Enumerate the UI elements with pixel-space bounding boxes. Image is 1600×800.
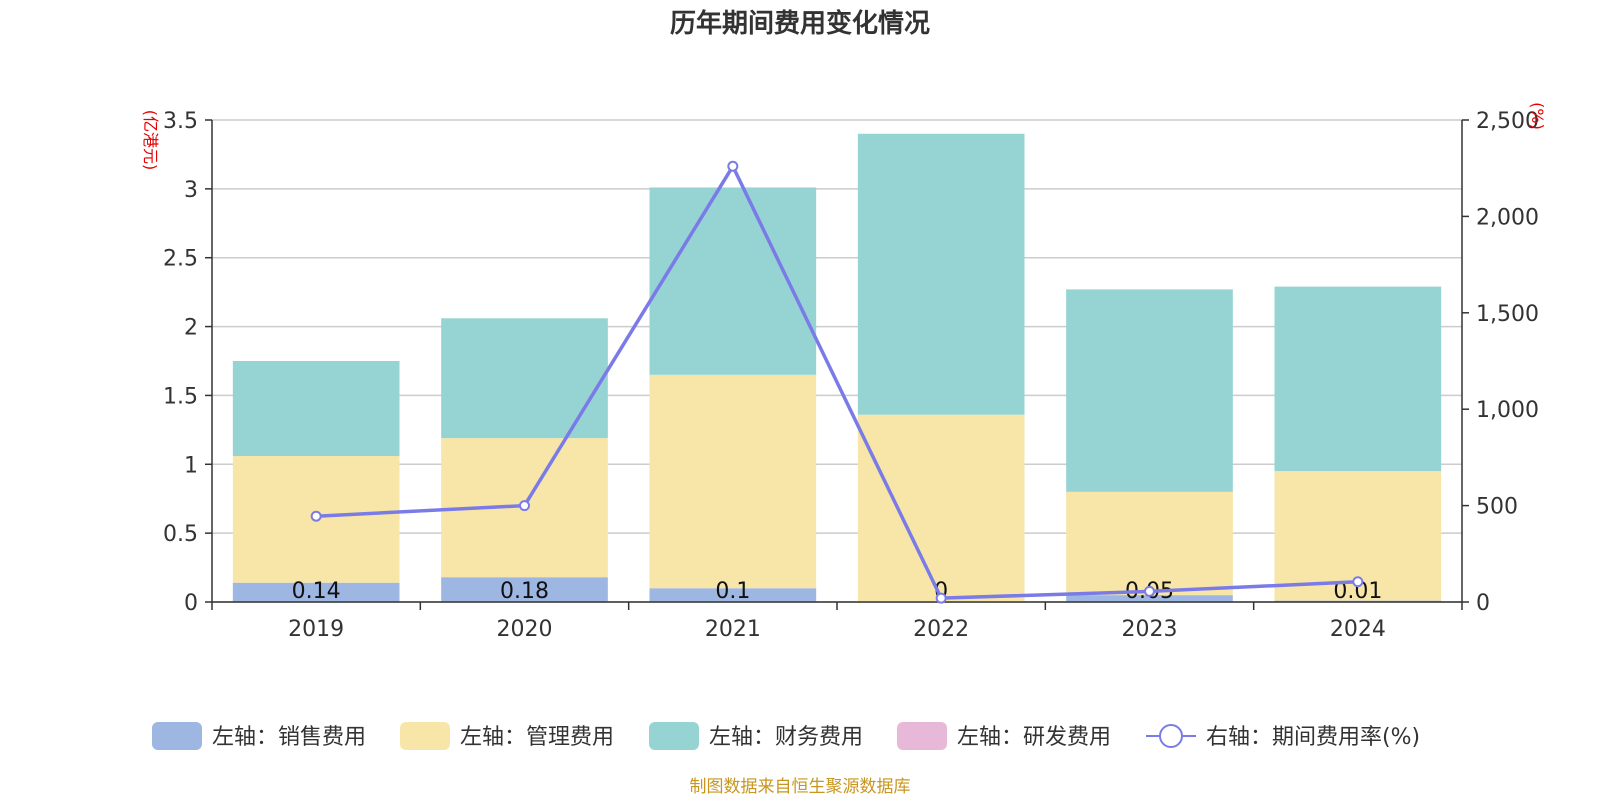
right-tick-label: 1,500 — [1476, 302, 1539, 327]
bar-segment[interactable] — [1274, 286, 1442, 472]
legend-item[interactable]: 左轴：财务费用 — [649, 722, 863, 750]
legend-label: 左轴：研发费用 — [957, 725, 1111, 750]
legend-swatch — [400, 722, 450, 750]
legend-swatch — [152, 722, 202, 750]
bars — [232, 133, 1442, 602]
legend-item[interactable]: 左轴：研发费用 — [897, 722, 1111, 750]
bar-segment[interactable] — [857, 414, 1025, 602]
bar-segment[interactable] — [441, 577, 608, 602]
left-tick-label: 0.5 — [163, 522, 198, 547]
rate-point[interactable] — [727, 160, 739, 172]
bar-segment[interactable] — [649, 374, 817, 589]
x-tick-label: 2019 — [288, 617, 344, 642]
legend-item[interactable]: 左轴：管理费用 — [400, 722, 614, 750]
right-tick-label: 1,000 — [1476, 398, 1539, 423]
left-tick-label: 0 — [184, 591, 198, 616]
rate-point[interactable] — [935, 592, 947, 604]
left-tick-label: 1.5 — [163, 384, 198, 409]
data-label: 0.18 — [500, 579, 549, 604]
legend-item[interactable]: 左轴：销售费用 — [152, 722, 366, 750]
chart-title: 历年期间费用变化情况 — [670, 8, 930, 39]
source-note: 制图数据来自恒生聚源数据库 — [690, 777, 911, 797]
legend-label: 左轴：财务费用 — [709, 725, 863, 750]
left-tick-label: 3 — [184, 178, 198, 203]
left-axis-unit: (亿港元) — [141, 110, 160, 171]
data-label: 0.1 — [715, 579, 750, 604]
bar-segment[interactable] — [441, 318, 608, 439]
right-tick-label: 2,500 — [1476, 109, 1539, 134]
right-tick-label: 0 — [1476, 591, 1490, 616]
x-tick-label: 2023 — [1122, 617, 1178, 642]
rate-point[interactable] — [310, 510, 322, 522]
legend-marker — [1159, 724, 1183, 748]
bar-segment[interactable] — [1066, 595, 1233, 602]
bar-segment[interactable] — [232, 361, 400, 457]
legend-label: 左轴：管理费用 — [460, 725, 614, 750]
bar-segment[interactable] — [857, 133, 1025, 415]
bar-segment[interactable] — [649, 187, 817, 375]
left-tick-label: 2.5 — [163, 247, 198, 272]
legend-label: 左轴：销售费用 — [212, 725, 366, 750]
legend-swatch — [649, 722, 699, 750]
x-tick-label: 2024 — [1330, 617, 1386, 642]
bar-segment[interactable] — [649, 588, 817, 602]
x-tick-label: 2022 — [913, 617, 969, 642]
legend-label: 右轴：期间费用率(%) — [1206, 725, 1420, 750]
legend-item[interactable]: 右轴：期间费用率(%) — [1146, 724, 1420, 750]
x-tick-label: 2021 — [705, 617, 761, 642]
rate-point[interactable] — [1144, 585, 1155, 597]
rate-point[interactable] — [519, 500, 530, 512]
left-tick-label: 3.5 — [163, 109, 198, 134]
legend-swatch — [897, 722, 947, 750]
bar-segment[interactable] — [1066, 491, 1233, 596]
right-tick-label: 2,000 — [1476, 205, 1539, 230]
rate-line-path — [316, 162, 1358, 600]
rate-line — [310, 160, 1364, 604]
right-axis-unit: (%) — [1528, 102, 1547, 130]
left-tick-label: 1 — [184, 453, 198, 478]
x-tick-label: 2020 — [497, 617, 553, 642]
grid-lines — [212, 119, 1462, 603]
legend[interactable]: 左轴：销售费用 左轴：管理费用 左轴：财务费用 左轴：研发费用 右轴：期间费用率(%) — [152, 722, 1420, 750]
left-tick-label: 2 — [184, 316, 198, 341]
data-label: 0.14 — [292, 579, 341, 604]
bar-segment[interactable] — [1066, 289, 1233, 492]
right-tick-label: 500 — [1476, 495, 1518, 520]
rate-point[interactable] — [1352, 576, 1364, 588]
axes: 0 0.5 1 1.5 2 2.5 3 3.5 0 500 1,000 1,500 2,000 2,500… — [141, 102, 1547, 642]
bar-segment[interactable] — [232, 582, 400, 602]
